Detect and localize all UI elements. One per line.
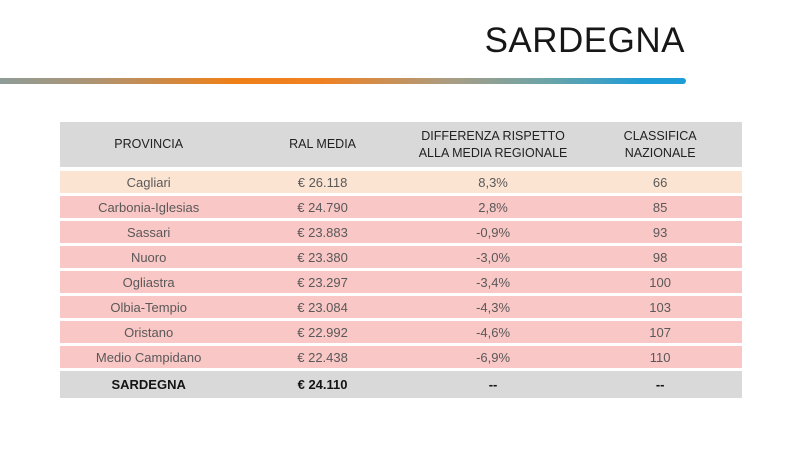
differenza-cell: -6,9% bbox=[476, 349, 511, 365]
classifica-cell: 85 bbox=[652, 199, 668, 215]
ral-media-cell: € 23.297 bbox=[297, 274, 348, 290]
classifica-cell: 103 bbox=[649, 299, 671, 315]
ral-media-cell: € 23.084 bbox=[297, 299, 348, 315]
ral-media-cell: € 23.883 bbox=[297, 224, 348, 240]
header-differenza: DIFFERENZA RISPETTO ALLA MEDIA REGIONALE bbox=[418, 129, 568, 160]
table-row: Nuoro € 23.380 -3,0% 98 bbox=[60, 246, 742, 268]
provincia-cell: Nuoro bbox=[130, 249, 167, 265]
classifica-cell: 100 bbox=[649, 274, 671, 290]
ral-table: PROVINCIA RAL MEDIA DIFFERENZA RISPETTO … bbox=[60, 122, 742, 398]
table-row: Oristano € 22.992 -4,6% 107 bbox=[60, 321, 742, 343]
table-row: Olbia-Tempio € 23.084 -4,3% 103 bbox=[60, 296, 742, 318]
provincia-cell: Sassari bbox=[126, 224, 171, 240]
table-row: Medio Campidano € 22.438 -6,9% 110 bbox=[60, 346, 742, 368]
provincia-cell: Medio Campidano bbox=[95, 349, 202, 365]
footer-differenza-cell: -- bbox=[488, 377, 498, 392]
footer-ral-media-cell: € 24.110 bbox=[297, 377, 348, 392]
differenza-cell: -0,9% bbox=[476, 224, 511, 240]
differenza-cell: -4,6% bbox=[476, 324, 511, 340]
footer-region-cell: SARDEGNA bbox=[111, 377, 186, 392]
ral-media-cell: € 22.438 bbox=[297, 349, 348, 365]
ral-media-cell: € 24.790 bbox=[297, 199, 348, 215]
provincia-cell: Carbonia-Iglesias bbox=[98, 199, 200, 215]
ral-media-cell: € 22.992 bbox=[297, 324, 348, 340]
table-row: Cagliari € 26.118 8,3% 66 bbox=[60, 171, 742, 193]
provincia-cell: Ogliastra bbox=[122, 274, 175, 290]
classifica-cell: 107 bbox=[649, 324, 671, 340]
header-classifica: CLASSIFICA NAZIONALE bbox=[623, 129, 697, 160]
provincia-cell: Oristano bbox=[124, 324, 174, 340]
table-row: Carbonia-Iglesias € 24.790 2,8% 85 bbox=[60, 196, 742, 218]
table-header-row: PROVINCIA RAL MEDIA DIFFERENZA RISPETTO … bbox=[60, 122, 742, 167]
table-row: Ogliastra € 23.297 -3,4% 100 bbox=[60, 271, 742, 293]
differenza-cell: 2,8% bbox=[478, 199, 508, 215]
provincia-cell: Cagliari bbox=[126, 174, 171, 190]
table-footer-row: SARDEGNA € 24.110 -- -- bbox=[60, 371, 742, 398]
ral-media-cell: € 26.118 bbox=[297, 174, 348, 190]
differenza-cell: -3,4% bbox=[476, 274, 511, 290]
classifica-cell: 110 bbox=[649, 349, 671, 365]
ral-media-cell: € 23.380 bbox=[297, 249, 348, 265]
footer-classifica-cell: -- bbox=[655, 377, 665, 392]
differenza-cell: -4,3% bbox=[476, 299, 511, 315]
gradient-divider bbox=[0, 78, 686, 84]
table-row: Sassari € 23.883 -0,9% 93 bbox=[60, 221, 742, 243]
header-ral-media: RAL MEDIA bbox=[289, 137, 357, 152]
classifica-cell: 66 bbox=[652, 174, 668, 190]
header-provincia: PROVINCIA bbox=[114, 137, 184, 152]
classifica-cell: 93 bbox=[652, 224, 668, 240]
differenza-cell: 8,3% bbox=[478, 174, 508, 190]
provincia-cell: Olbia-Tempio bbox=[110, 299, 187, 315]
classifica-cell: 98 bbox=[652, 249, 668, 265]
page-title: SARDEGNA bbox=[484, 21, 685, 60]
differenza-cell: -3,0% bbox=[476, 249, 511, 265]
